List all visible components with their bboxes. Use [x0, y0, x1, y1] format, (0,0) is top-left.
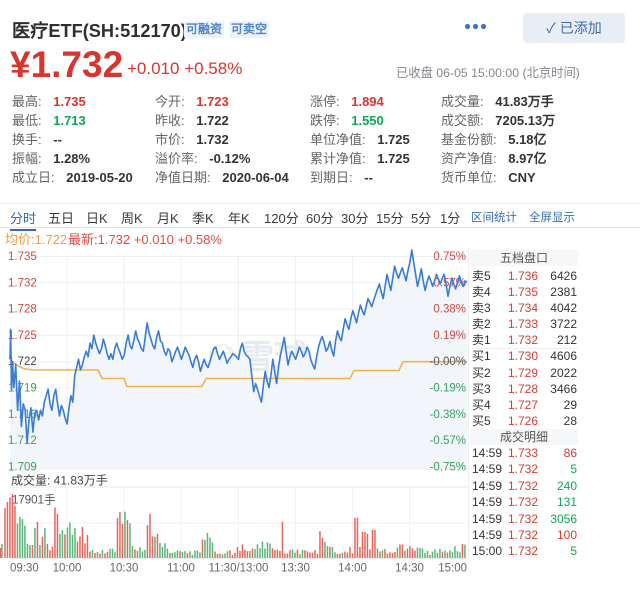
svg-text:1.735: 1.735 — [8, 251, 37, 263]
svg-text:-0.75%: -0.75% — [430, 461, 466, 473]
svg-text:0.19%: 0.19% — [433, 330, 466, 342]
svg-text:1.728: 1.728 — [8, 304, 37, 316]
svg-text:10:30: 10:30 — [110, 563, 139, 575]
svg-text:10:00: 10:00 — [53, 563, 82, 575]
svg-text:13:30: 13:30 — [281, 563, 310, 575]
svg-text:最新:1.732 +0.010 +0.58%: 最新:1.732 +0.010 +0.58% — [68, 232, 222, 247]
svg-text:09:30: 09:30 — [10, 563, 39, 575]
svg-text:14:30: 14:30 — [395, 563, 424, 575]
svg-text:11:00: 11:00 — [167, 563, 195, 575]
svg-text:15:00: 15:00 — [438, 563, 467, 575]
svg-text:-0.19%: -0.19% — [430, 383, 466, 395]
svg-text:均价:1.722: 均价:1.722 — [5, 232, 67, 247]
svg-text:11:30/13:00: 11:30/13:00 — [209, 563, 269, 575]
svg-text:1.732: 1.732 — [8, 277, 37, 289]
svg-text:14:00: 14:00 — [338, 563, 367, 575]
svg-text:-0.38%: -0.38% — [430, 409, 466, 421]
svg-text:0.75%: 0.75% — [433, 251, 466, 263]
svg-text:成交量: 41.83万手: 成交量: 41.83万手 — [11, 473, 108, 488]
svg-text:1.719: 1.719 — [8, 383, 37, 395]
svg-text:1.712: 1.712 — [8, 435, 37, 447]
svg-text:1.709: 1.709 — [8, 461, 37, 473]
svg-text:0.38%: 0.38% — [433, 304, 466, 316]
svg-text:17901手: 17901手 — [12, 493, 55, 507]
svg-text:-0.57%: -0.57% — [430, 435, 466, 447]
svg-text:1.725: 1.725 — [8, 330, 37, 342]
svg-text:-0.00%: -0.00% — [430, 356, 466, 368]
